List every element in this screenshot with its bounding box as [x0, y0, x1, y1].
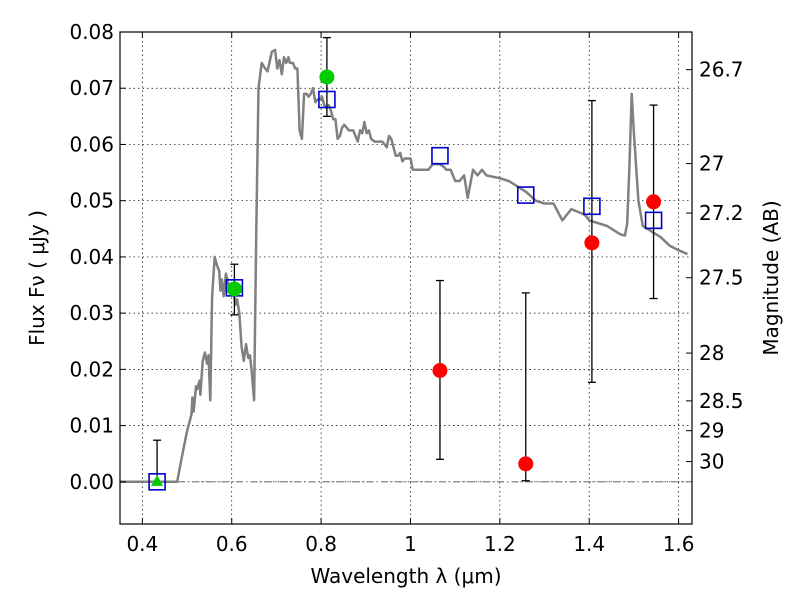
y-tick-label: 0.07: [69, 76, 114, 100]
right-tick-label: 27.2: [699, 201, 744, 225]
square-marker: [516, 186, 535, 204]
square-marker: [148, 473, 166, 491]
square-marker: [583, 197, 601, 216]
x-tick-label: 0.6: [216, 532, 248, 556]
circle-marker: [584, 235, 600, 251]
y-axis-label: Flux Fν ( μJy ): [25, 210, 49, 346]
y-axis-ticks: 0.00 0.01 0.02 0.03 0.04 0.05 0.06 0.07 0.08: [69, 20, 126, 494]
x-tick-label: 1: [404, 532, 417, 556]
right-tick-label: 28.5: [699, 389, 744, 413]
right-tick-label: 27.5: [699, 266, 744, 290]
right-tick-label: 29: [699, 419, 724, 443]
x-tick-label: 1.4: [573, 532, 605, 556]
square-marker: [644, 211, 663, 230]
right-tick-label: 30: [699, 450, 724, 474]
x-axis-label: Wavelength λ (μm): [310, 564, 501, 588]
circle-marker: [226, 281, 242, 297]
y-tick-label: 0.02: [69, 357, 114, 381]
right-axis-ticks: 26.7 27 27.2 27.5 28 28.5 29 30: [686, 58, 744, 474]
data-markers: [148, 69, 663, 491]
triangle-marker: [151, 474, 164, 486]
square-marker: [431, 146, 449, 165]
x-tick-label: 0.8: [305, 532, 337, 556]
y-tick-label: 0.06: [69, 132, 114, 156]
y-tick-label: 0.00: [69, 470, 114, 494]
y-tick-label: 0.05: [69, 189, 114, 213]
circle-marker: [319, 69, 335, 85]
right-tick-label: 28: [699, 341, 724, 365]
y-tick-label: 0.03: [69, 301, 114, 325]
right-tick-label: 26.7: [699, 58, 744, 82]
circle-marker: [518, 456, 534, 472]
right-axis-label: Magnitude (AB): [759, 200, 783, 355]
right-tick-label: 27: [699, 152, 724, 176]
y-tick-label: 0.01: [69, 414, 114, 438]
y-tick-label: 0.08: [69, 20, 114, 44]
square-marker: [318, 90, 336, 109]
y-tick-label: 0.04: [69, 245, 114, 269]
circle-marker: [432, 362, 448, 378]
circle-marker: [646, 194, 662, 210]
x-tick-label: 1.2: [484, 532, 516, 556]
x-tick-label: 0.4: [126, 532, 158, 556]
x-axis-ticks: 0.4 0.6 0.8 1 1.2 1.4 1.6: [126, 32, 695, 556]
x-tick-label: 1.6: [663, 532, 695, 556]
